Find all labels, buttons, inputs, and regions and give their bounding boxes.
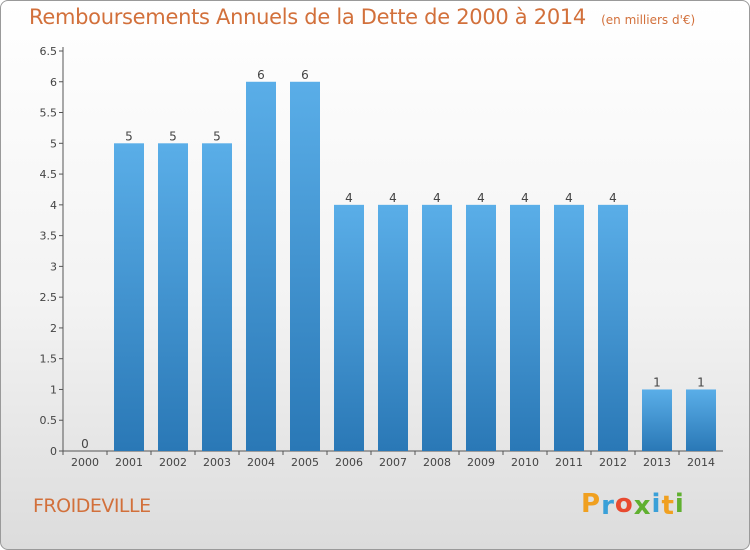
unit-note: (en milliers d'€) [601,13,696,27]
x-tick-label: 2000 [71,456,99,469]
chart-title: Remboursements Annuels de la Dette de 20… [29,5,586,29]
x-tick-label: 2005 [291,456,319,469]
bar-2002 [158,143,188,452]
y-tick-label: 5 [50,137,57,150]
y-tick-label: 1 [50,383,57,396]
data-label-2009: 4 [477,191,485,205]
bar-2009 [466,204,496,451]
data-label-2003: 5 [213,129,221,143]
y-tick-label: 6 [50,76,57,89]
data-label-2006: 4 [345,191,353,205]
y-tick-label: 4 [50,199,57,212]
logo-letter: t [661,491,675,521]
bars [114,81,716,452]
data-labels: 0 5 5 5 6 6 4 4 4 4 4 4 4 1 1 [81,68,705,451]
proxiti-logo: Proxiti [581,489,685,521]
bar-2007 [378,204,408,451]
x-tick-label: 2004 [247,456,275,469]
x-tick-label: 2003 [203,456,231,469]
logo-letter: r [601,491,615,521]
bar-2004 [246,81,276,452]
logo-letter: P [581,489,602,519]
y-tick-label: 6.5 [40,45,58,58]
x-tick-label: 2006 [335,456,363,469]
data-label-2010: 4 [521,191,529,205]
bar-2008 [422,204,452,451]
data-label-2004: 6 [257,68,265,82]
y-tick-label: 5.5 [40,107,58,120]
bar-2005 [290,81,320,452]
x-tick-label: 2001 [115,456,143,469]
y-tick-label: 0 [50,445,57,458]
y-tick-label: 3.5 [40,230,58,243]
y-tick-label: 0.5 [40,414,58,427]
data-label-2007: 4 [389,191,397,205]
logo-letter: i [651,489,662,519]
data-label-2005: 6 [301,68,309,82]
data-label-2013: 1 [653,375,661,389]
bar-2011 [554,204,584,451]
axes: 0 0.5 1 1.5 2 2.5 3 3.5 4 4.5 5 5.5 6 6.5 2000 2001 2002… [40,45,723,469]
bar-2003 [202,143,232,452]
data-label-2011: 4 [565,191,573,205]
x-tick-label: 2010 [511,456,539,469]
y-tick-label: 1.5 [40,353,58,366]
data-label-2000: 0 [81,437,89,451]
logo-letter: i [674,489,685,519]
x-tick-label: 2014 [687,456,715,469]
y-tick-label: 3 [50,260,57,273]
bar-2010 [510,204,540,451]
commune-name: FROIDEVILLE [33,495,151,517]
data-label-2008: 4 [433,191,441,205]
bar-2001 [114,143,144,452]
data-label-2014: 1 [697,375,705,389]
bar-2014 [686,389,716,451]
logo-letter: x [633,491,652,521]
data-label-2012: 4 [609,191,617,205]
logo-letter: o [614,489,634,519]
x-tick-label: 2007 [379,456,407,469]
data-label-2001: 5 [125,129,133,143]
data-label-2002: 5 [169,129,177,143]
x-tick-label: 2009 [467,456,495,469]
title-row: Remboursements Annuels de la Dette de 20… [29,5,695,29]
x-tick-label: 2011 [555,456,583,469]
y-tick-label: 2.5 [40,291,58,304]
bar-2006 [334,204,364,451]
x-tick-label: 2013 [643,456,671,469]
y-tick-label: 2 [50,322,57,335]
bar-2012 [598,204,628,451]
x-tick-label: 2002 [159,456,187,469]
x-tick-label: 2008 [423,456,451,469]
bar-2013 [642,389,672,451]
y-tick-label: 4.5 [40,168,58,181]
x-tick-label: 2012 [599,456,627,469]
